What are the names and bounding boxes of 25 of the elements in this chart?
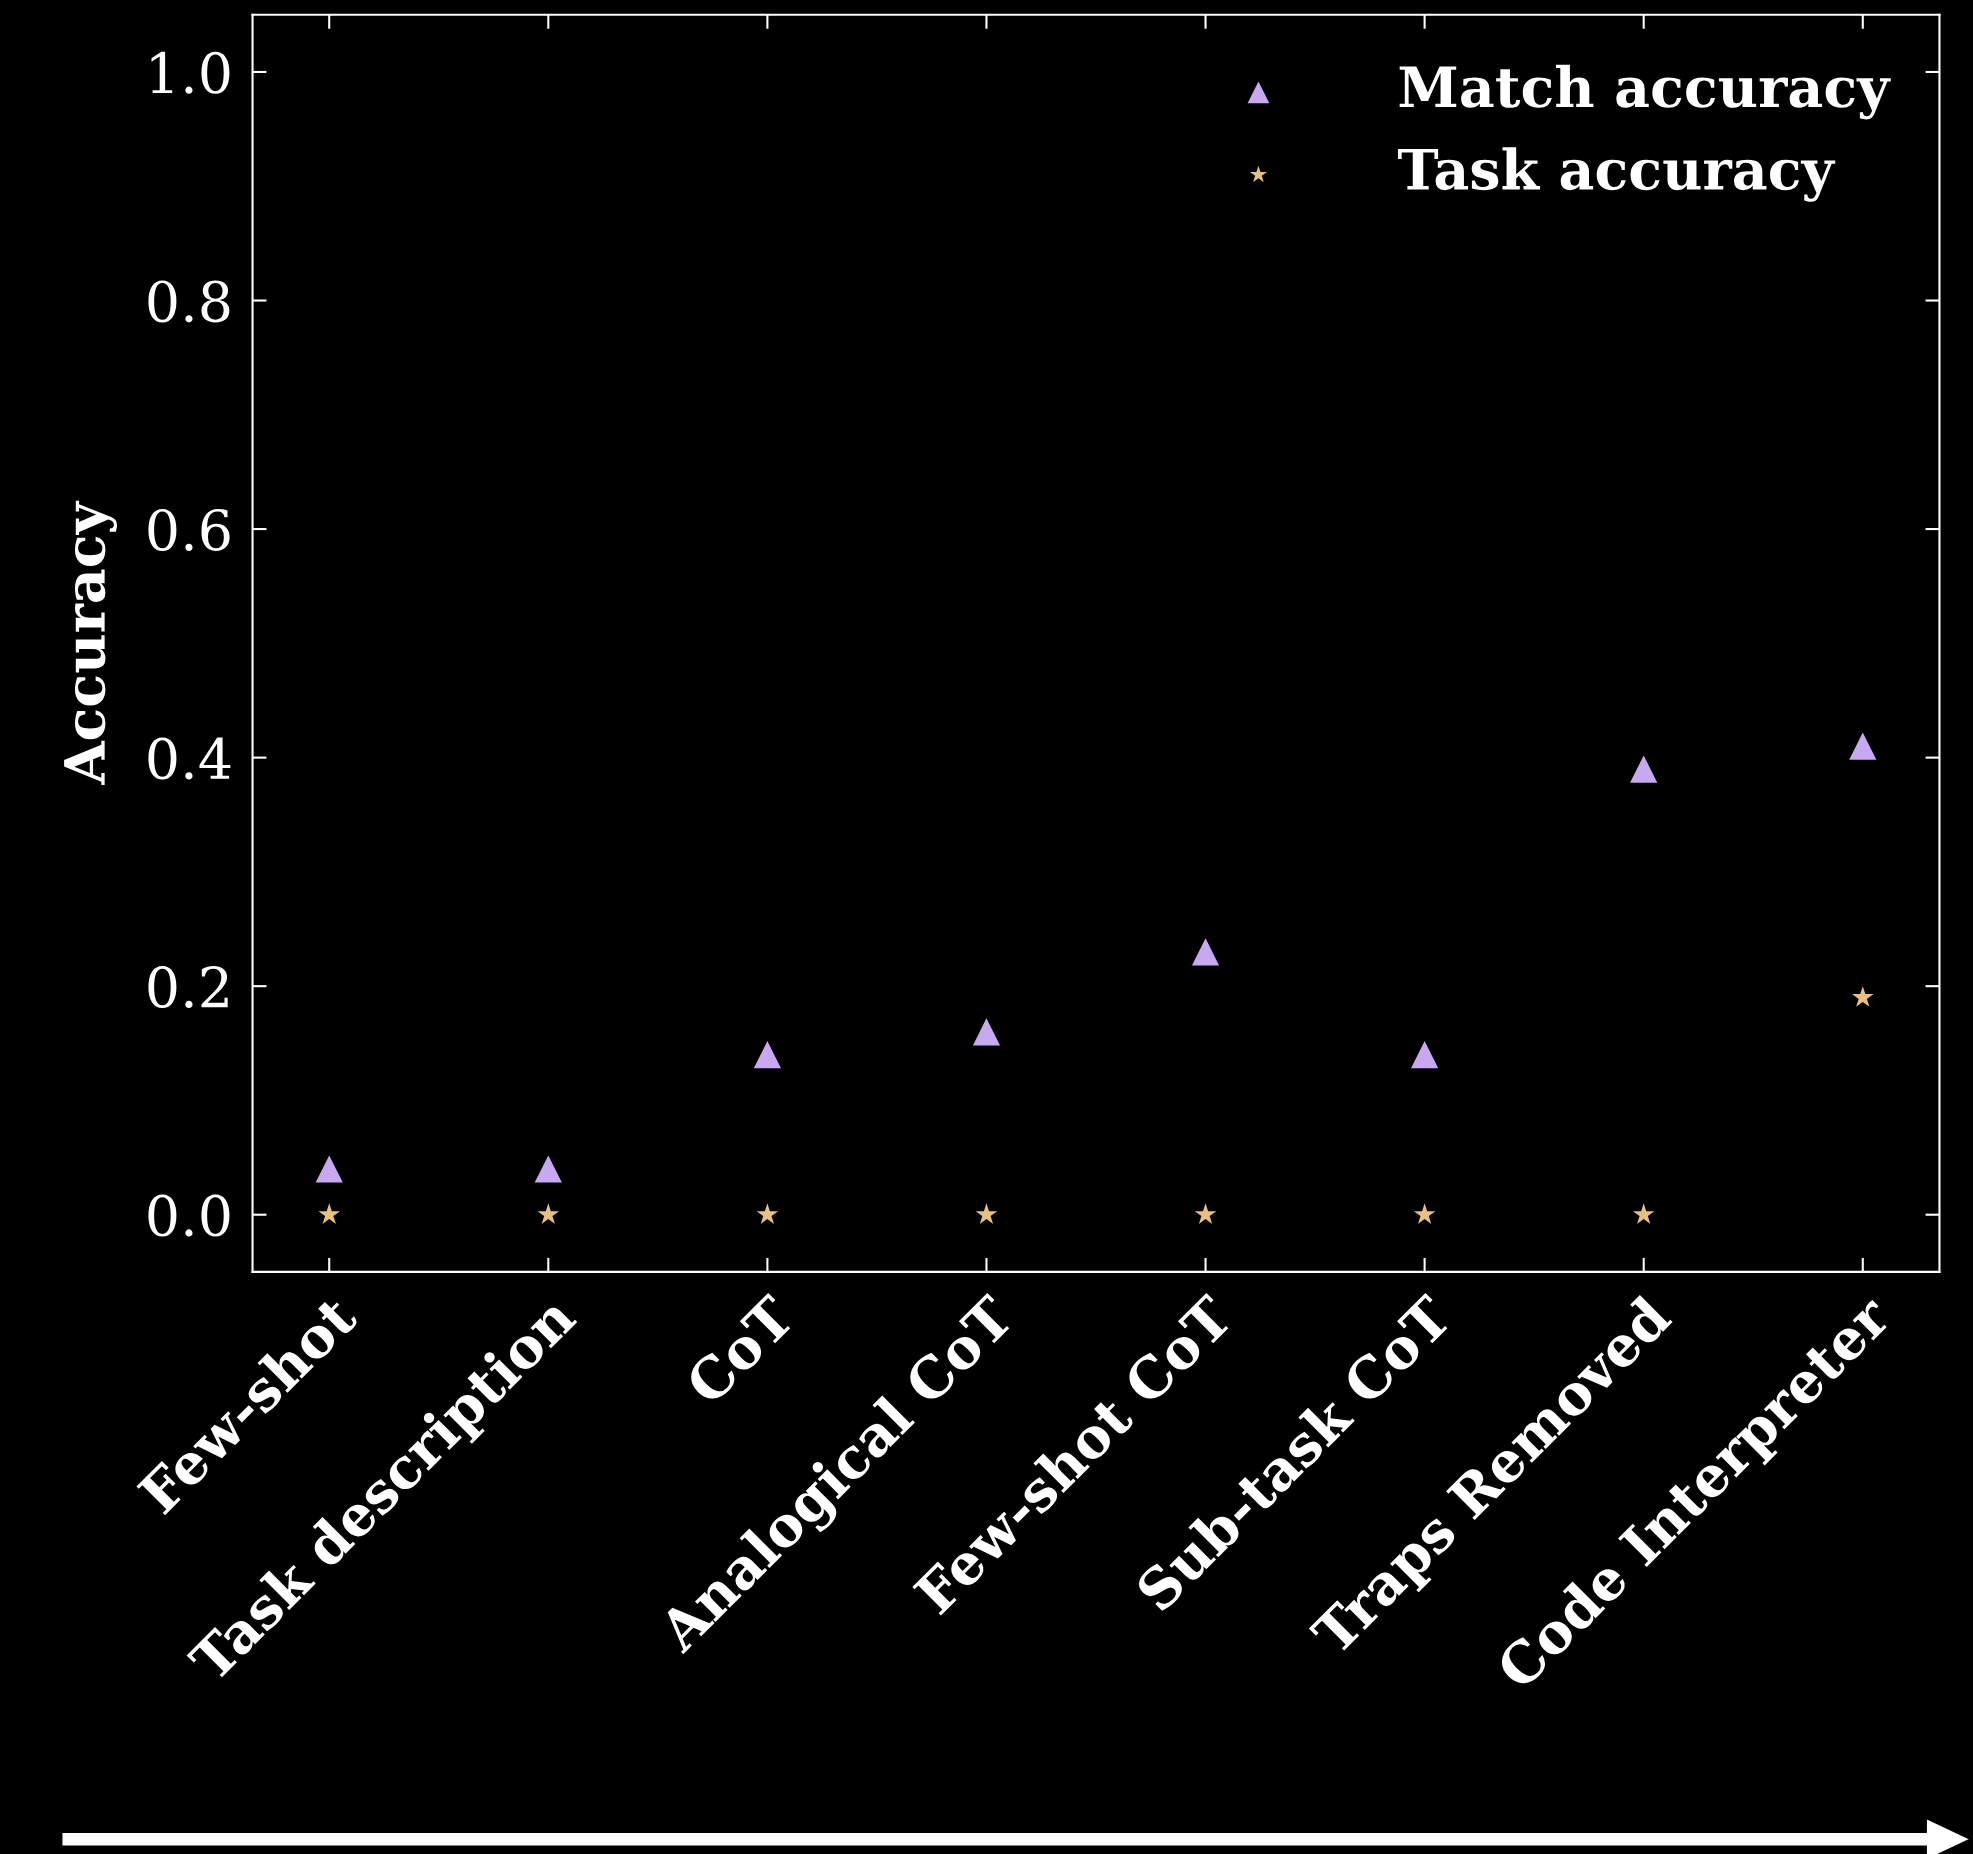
point <box>1194 1203 1217 1224</box>
point <box>537 1203 560 1224</box>
point <box>1849 732 1877 760</box>
legend-label: Task accuracy <box>1397 147 1836 202</box>
y-tick-label: 0.4 <box>148 737 231 780</box>
point <box>1630 755 1658 783</box>
point <box>1191 938 1220 966</box>
y-tick-label: 0.8 <box>148 280 230 323</box>
point <box>975 1203 998 1224</box>
y-axis-title: Accuracy <box>64 500 117 786</box>
point <box>318 1203 341 1224</box>
legend-label: Match accuracy <box>1399 64 1891 120</box>
y-tick-label: 0.6 <box>148 508 230 551</box>
point <box>756 1203 779 1224</box>
point <box>534 1155 562 1183</box>
y-tick-label: 0.2 <box>148 966 228 1009</box>
point <box>1411 1041 1439 1069</box>
point <box>1413 1203 1436 1224</box>
point <box>1851 986 1874 1007</box>
point <box>972 1018 1001 1046</box>
y-tick-label: 1.0 <box>151 51 230 94</box>
y-tick-label: 0.0 <box>148 1194 230 1237</box>
point <box>753 1041 781 1069</box>
point <box>1632 1203 1655 1224</box>
point <box>315 1155 343 1183</box>
